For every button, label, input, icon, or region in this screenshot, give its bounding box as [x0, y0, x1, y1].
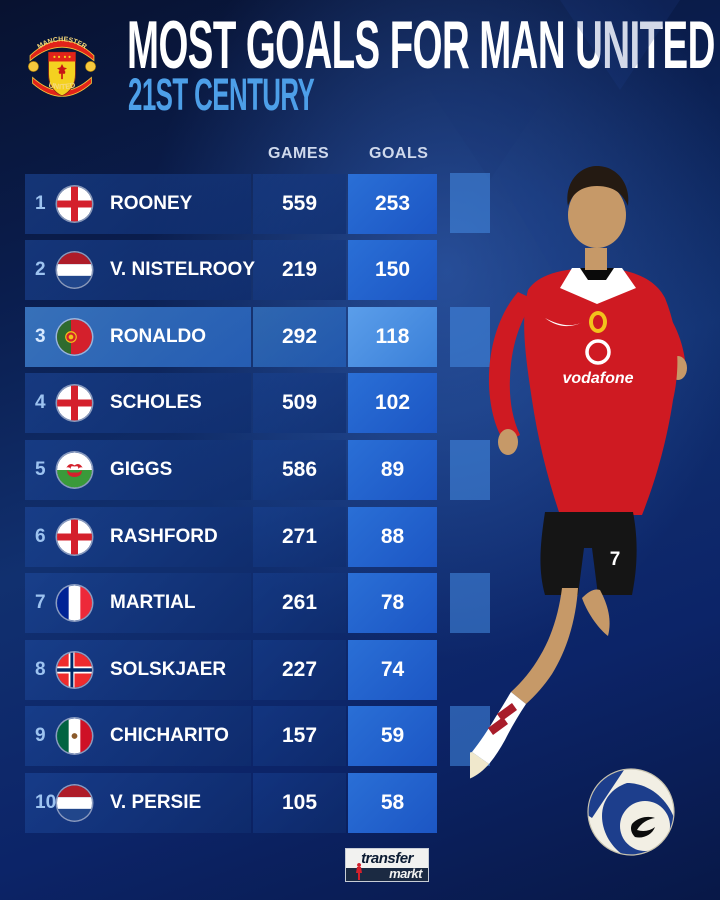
svg-text:vodafone: vodafone [562, 370, 633, 387]
svg-text:7: 7 [610, 549, 621, 570]
